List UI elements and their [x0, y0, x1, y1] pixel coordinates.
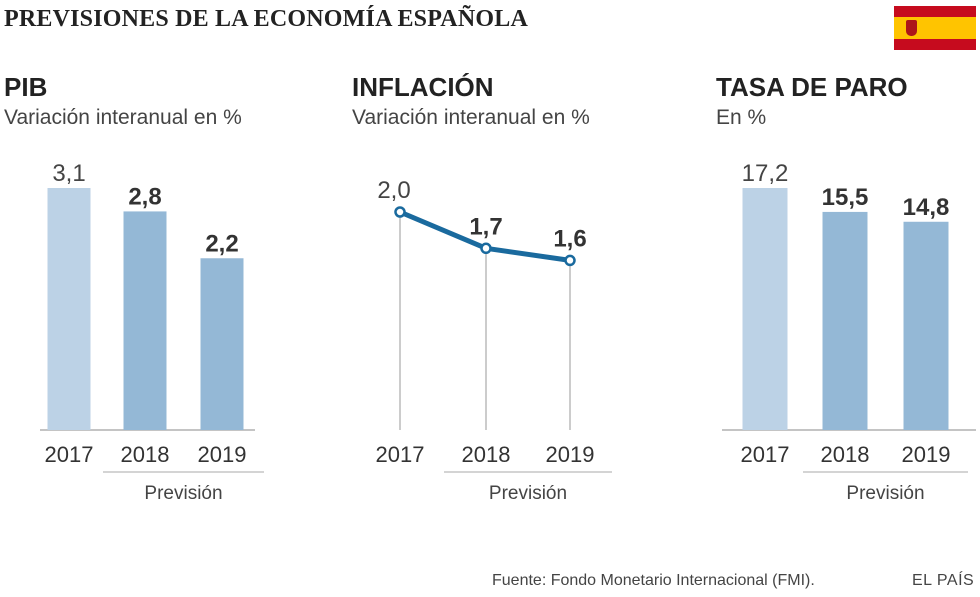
- paro-bar-2019: [903, 221, 949, 430]
- paro-value-label-2017: 17,2: [742, 160, 789, 187]
- pib-bar-2017: [47, 188, 91, 430]
- page-title: PREVISIONES DE LA ECONOMÍA ESPAÑOLA: [4, 6, 528, 32]
- inflacion-point-2018: [480, 242, 492, 255]
- pib-title: PIB: [4, 72, 48, 102]
- inflacion-point-2017: [394, 206, 406, 218]
- paro-bar-2018: [822, 211, 868, 430]
- paro-value-label-2018: 15,5: [822, 184, 869, 211]
- paro-tick-2018: 2018: [821, 442, 870, 467]
- inflacion-title: INFLACIÓN: [352, 72, 494, 102]
- inflacion-tick-2018: 2018: [462, 442, 511, 467]
- inflacion-value-label-2017: 2,0: [377, 177, 410, 204]
- paro-forecast-label: Previsión: [846, 483, 924, 504]
- pib-tick-2019: 2019: [198, 442, 247, 467]
- pib-forecast-label: Previsión: [144, 483, 222, 504]
- inflacion-tick-2019: 2019: [546, 442, 595, 467]
- inflacion-value-label-2018: 1,7: [469, 213, 502, 240]
- charts-canvas: 3,1 2017 2,8 2018 2,2 2019 Previsión 2,0 2017 1,7…: [40, 160, 976, 504]
- pib-tick-2017: 2017: [45, 442, 94, 467]
- pib-value-label-2017: 3,1: [52, 160, 85, 187]
- inflacion-subtitle: Variación interanual en %: [352, 106, 590, 129]
- pib-bar-2019: [200, 258, 244, 430]
- paro-title: TASA DE PARO: [716, 72, 908, 102]
- pib-bar-2018: [123, 211, 167, 430]
- paro-subtitle: En %: [716, 106, 767, 129]
- source-note: Fuente: Fondo Monetario Internacional (F…: [492, 572, 815, 589]
- pib-value-label-2019: 2,2: [205, 230, 238, 257]
- inflacion-point-2019: [564, 254, 576, 267]
- paro-bar-2017: [742, 188, 788, 430]
- brand-credit: EL PAÍS: [912, 572, 975, 589]
- inflacion-forecast-label: Previsión: [489, 483, 567, 504]
- pib-value-label-2018: 2,8: [128, 183, 161, 210]
- paro-tick-2019: 2019: [902, 442, 951, 467]
- paro-value-label-2019: 14,8: [903, 194, 950, 221]
- paro-tick-2017: 2017: [741, 442, 790, 467]
- spain-flag-icon: [894, 6, 976, 50]
- inflacion-tick-2017: 2017: [376, 442, 425, 467]
- pib-tick-2018: 2018: [121, 442, 170, 467]
- pib-subtitle: Variación interanual en %: [4, 106, 242, 129]
- inflacion-value-label-2019: 1,6: [553, 225, 586, 252]
